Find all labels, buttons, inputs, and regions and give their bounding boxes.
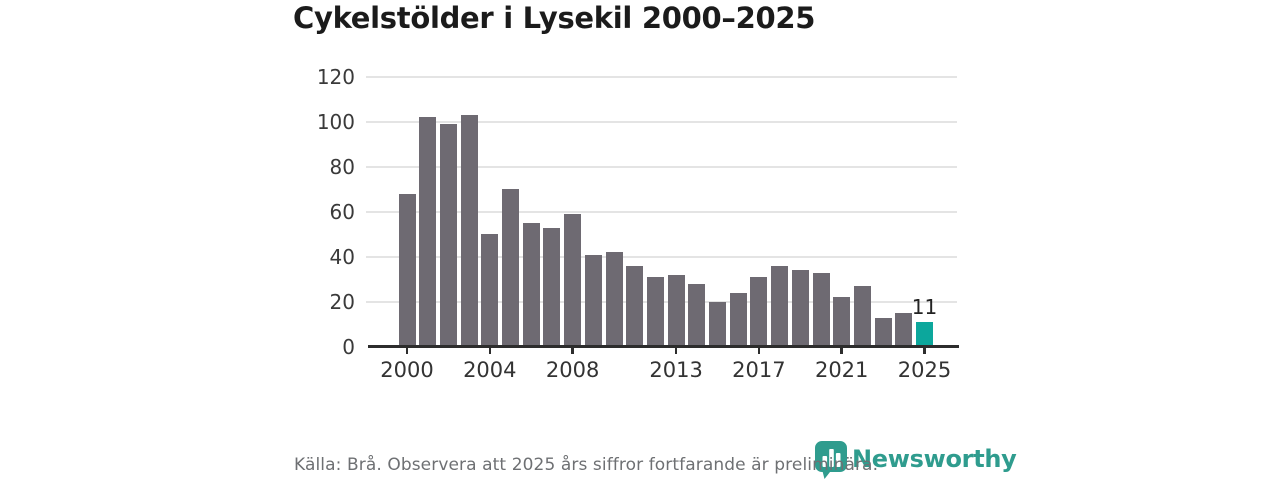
x-axis-label-2017: 2017 [732, 358, 786, 382]
y-axis-label-60: 60 [329, 199, 355, 224]
bar-2006 [522, 223, 540, 347]
y-axis-label-0: 0 [342, 334, 355, 359]
pin-bar-chart-icon [815, 441, 847, 479]
bar-2017 [750, 277, 768, 347]
bar-2023 [874, 317, 892, 347]
bar-2013 [667, 274, 685, 347]
gridline-120 [366, 76, 957, 78]
y-axis-label-100: 100 [316, 109, 355, 134]
gridline-40 [366, 256, 957, 258]
x-axis-tick-2013 [674, 347, 678, 355]
gridline-100 [366, 121, 957, 123]
bar-2020 [812, 272, 830, 347]
bar-value-label: 11 [911, 295, 938, 319]
x-axis-label-2008: 2008 [545, 358, 600, 382]
bar-2009 [584, 254, 602, 347]
x-axis-label-2025: 2025 [897, 358, 952, 382]
x-axis-label-2013: 2013 [649, 358, 703, 382]
bar-2025 [916, 322, 933, 347]
bar-2000 [398, 193, 416, 347]
bar-2016 [729, 292, 747, 347]
bar-2022 [853, 286, 871, 347]
chart-title: Cykelstölder i Lysekil 2000–2025 [293, 1, 816, 35]
x-axis-tick-2017 [757, 347, 761, 355]
x-axis-label-2021: 2021 [814, 358, 869, 382]
bar-2007 [543, 227, 561, 347]
bar-2014 [688, 283, 706, 347]
y-axis-label-80: 80 [329, 154, 355, 179]
x-axis-tick-2008 [571, 347, 574, 355]
bar-2021 [833, 297, 851, 347]
bar-2015 [709, 301, 726, 347]
bar-2011 [626, 265, 644, 347]
bar-2010 [605, 252, 623, 347]
bar-2001 [419, 117, 437, 347]
y-axis-label-120: 120 [316, 64, 355, 89]
x-axis-tick-2021 [840, 347, 843, 355]
gridline-60 [366, 211, 957, 213]
x-axis-tick-2004 [488, 347, 492, 355]
source-note: Källa: Brå. Observera att 2025 års siffr… [294, 455, 879, 475]
gridline-80 [366, 166, 957, 168]
x-axis-tick-2025 [923, 347, 926, 355]
bar-2024 [895, 313, 913, 347]
x-axis-line [368, 344, 959, 348]
newsworthy-logo: Newsworthy [814, 440, 1017, 480]
bar-2005 [502, 189, 519, 347]
bar-2004 [481, 234, 499, 347]
x-axis-label-2004: 2004 [463, 358, 517, 382]
y-axis-label-40: 40 [329, 244, 355, 269]
brand-name: Newsworthy [852, 445, 1017, 473]
bar-2012 [646, 277, 664, 347]
bar-2018 [771, 265, 789, 347]
bar-2003 [460, 115, 478, 347]
y-axis-label-20: 20 [329, 289, 355, 314]
bar-2008 [564, 214, 582, 347]
bar-2002 [439, 124, 457, 347]
bar-2019 [791, 270, 809, 347]
x-axis-tick-2000 [405, 347, 409, 355]
x-axis-label-2000: 2000 [380, 358, 434, 382]
